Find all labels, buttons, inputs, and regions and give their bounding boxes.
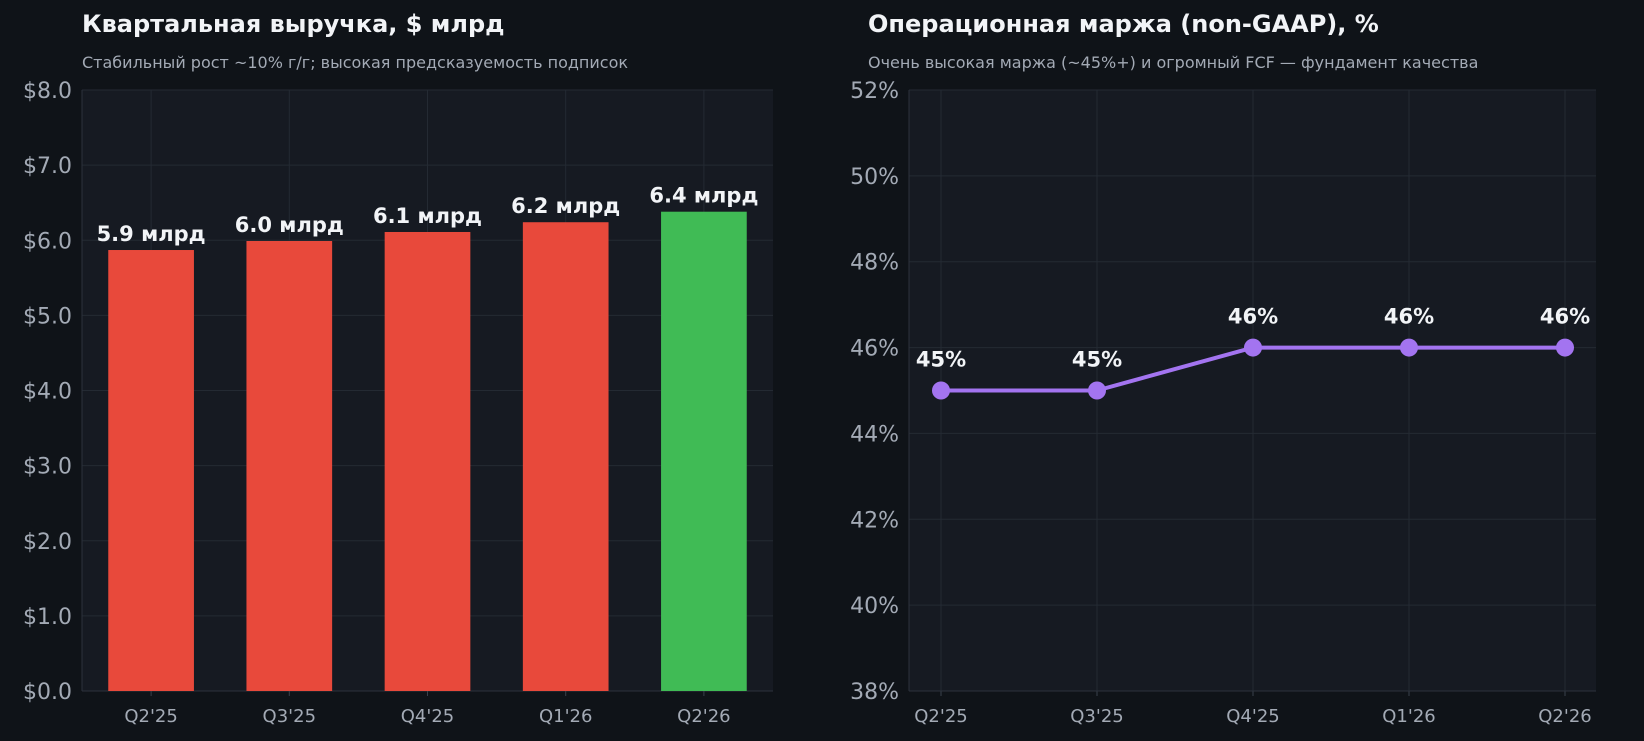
revenue-x-tick-label: Q2'25 bbox=[124, 706, 177, 727]
margin-data-point bbox=[932, 381, 950, 400]
revenue-bar bbox=[108, 250, 194, 692]
margin-y-tick-label: 42% bbox=[850, 508, 899, 533]
revenue-y-tick-label: $0.0 bbox=[23, 680, 72, 705]
margin-data-point bbox=[1400, 338, 1418, 357]
margin-x-tick-label: Q1'26 bbox=[1382, 706, 1435, 727]
margin-x-tick-label: Q2'26 bbox=[1538, 706, 1591, 727]
margin-point-value-label: 45% bbox=[916, 348, 966, 372]
revenue-y-tick-label: $5.0 bbox=[23, 304, 72, 329]
revenue-x-tick-label: Q3'25 bbox=[263, 706, 316, 727]
revenue-x-tick-label: Q1'26 bbox=[539, 706, 592, 727]
margin-y-tick-label: 44% bbox=[850, 422, 899, 447]
revenue-bar bbox=[661, 211, 747, 691]
margin-point-value-label: 46% bbox=[1540, 305, 1590, 329]
revenue-chart-title: Квартальная выручка, $ млрд bbox=[82, 10, 505, 38]
revenue-bar-value-label: 6.4 млрд bbox=[649, 184, 758, 208]
margin-data-point bbox=[1556, 338, 1574, 357]
margin-point-value-label: 46% bbox=[1228, 305, 1278, 329]
revenue-x-tick-label: Q2'26 bbox=[677, 706, 730, 727]
margin-line-chart: 38% 40% 42% 44% 46% 48% 50% 52% Q2'25 Q3'25 Q4'25 Q… bbox=[850, 79, 1596, 727]
revenue-x-tick-label: Q4'25 bbox=[401, 706, 454, 727]
revenue-bar-value-label: 6.0 млрд bbox=[235, 213, 344, 237]
revenue-bar bbox=[246, 241, 333, 691]
revenue-y-tick-label: $1.0 bbox=[23, 605, 72, 630]
margin-data-point bbox=[1244, 338, 1262, 357]
revenue-bar-value-label: 6.2 млрд bbox=[511, 194, 620, 218]
revenue-y-tick-label: $4.0 bbox=[23, 380, 72, 405]
revenue-y-tick-label: $8.0 bbox=[23, 79, 72, 104]
revenue-y-tick-label: $6.0 bbox=[23, 229, 72, 254]
revenue-bar bbox=[522, 222, 609, 691]
margin-x-tick-label: Q3'25 bbox=[1070, 706, 1123, 727]
margin-data-point bbox=[1088, 381, 1106, 400]
margin-y-tick-label: 40% bbox=[850, 594, 899, 619]
margin-x-tick-label: Q4'25 bbox=[1226, 706, 1279, 727]
revenue-bar bbox=[384, 231, 471, 691]
margin-y-tick-label: 46% bbox=[850, 337, 899, 362]
margin-x-tick-label: Q2'25 bbox=[914, 706, 967, 727]
revenue-bar-value-label: 6.1 млрд bbox=[373, 204, 482, 228]
margin-y-tick-label: 48% bbox=[850, 251, 899, 276]
margin-y-tick-label: 50% bbox=[850, 165, 899, 190]
revenue-y-tick-label: $2.0 bbox=[23, 530, 72, 555]
revenue-chart-subtitle: Стабильный рост ~10% г/г; высокая предск… bbox=[82, 53, 629, 72]
margin-y-tick-label: 52% bbox=[850, 79, 899, 104]
margin-point-value-label: 46% bbox=[1384, 305, 1434, 329]
margin-point-value-label: 45% bbox=[1072, 348, 1122, 372]
revenue-y-tick-label: $3.0 bbox=[23, 455, 72, 480]
revenue-bar-value-label: 5.9 млрд bbox=[97, 222, 206, 246]
margin-chart-subtitle: Очень высокая маржа (~45%+) и огромный F… bbox=[868, 53, 1479, 72]
revenue-bar-chart: $0.0 $1.0 $2.0 $3.0 $4.0 $5.0 $6.0 $7.0 $8.0 5.9 … bbox=[23, 79, 773, 727]
margin-chart-title: Операционная маржа (non-GAAP), % bbox=[868, 10, 1379, 38]
margin-y-tick-label: 38% bbox=[850, 680, 899, 705]
revenue-y-tick-label: $7.0 bbox=[23, 154, 72, 179]
